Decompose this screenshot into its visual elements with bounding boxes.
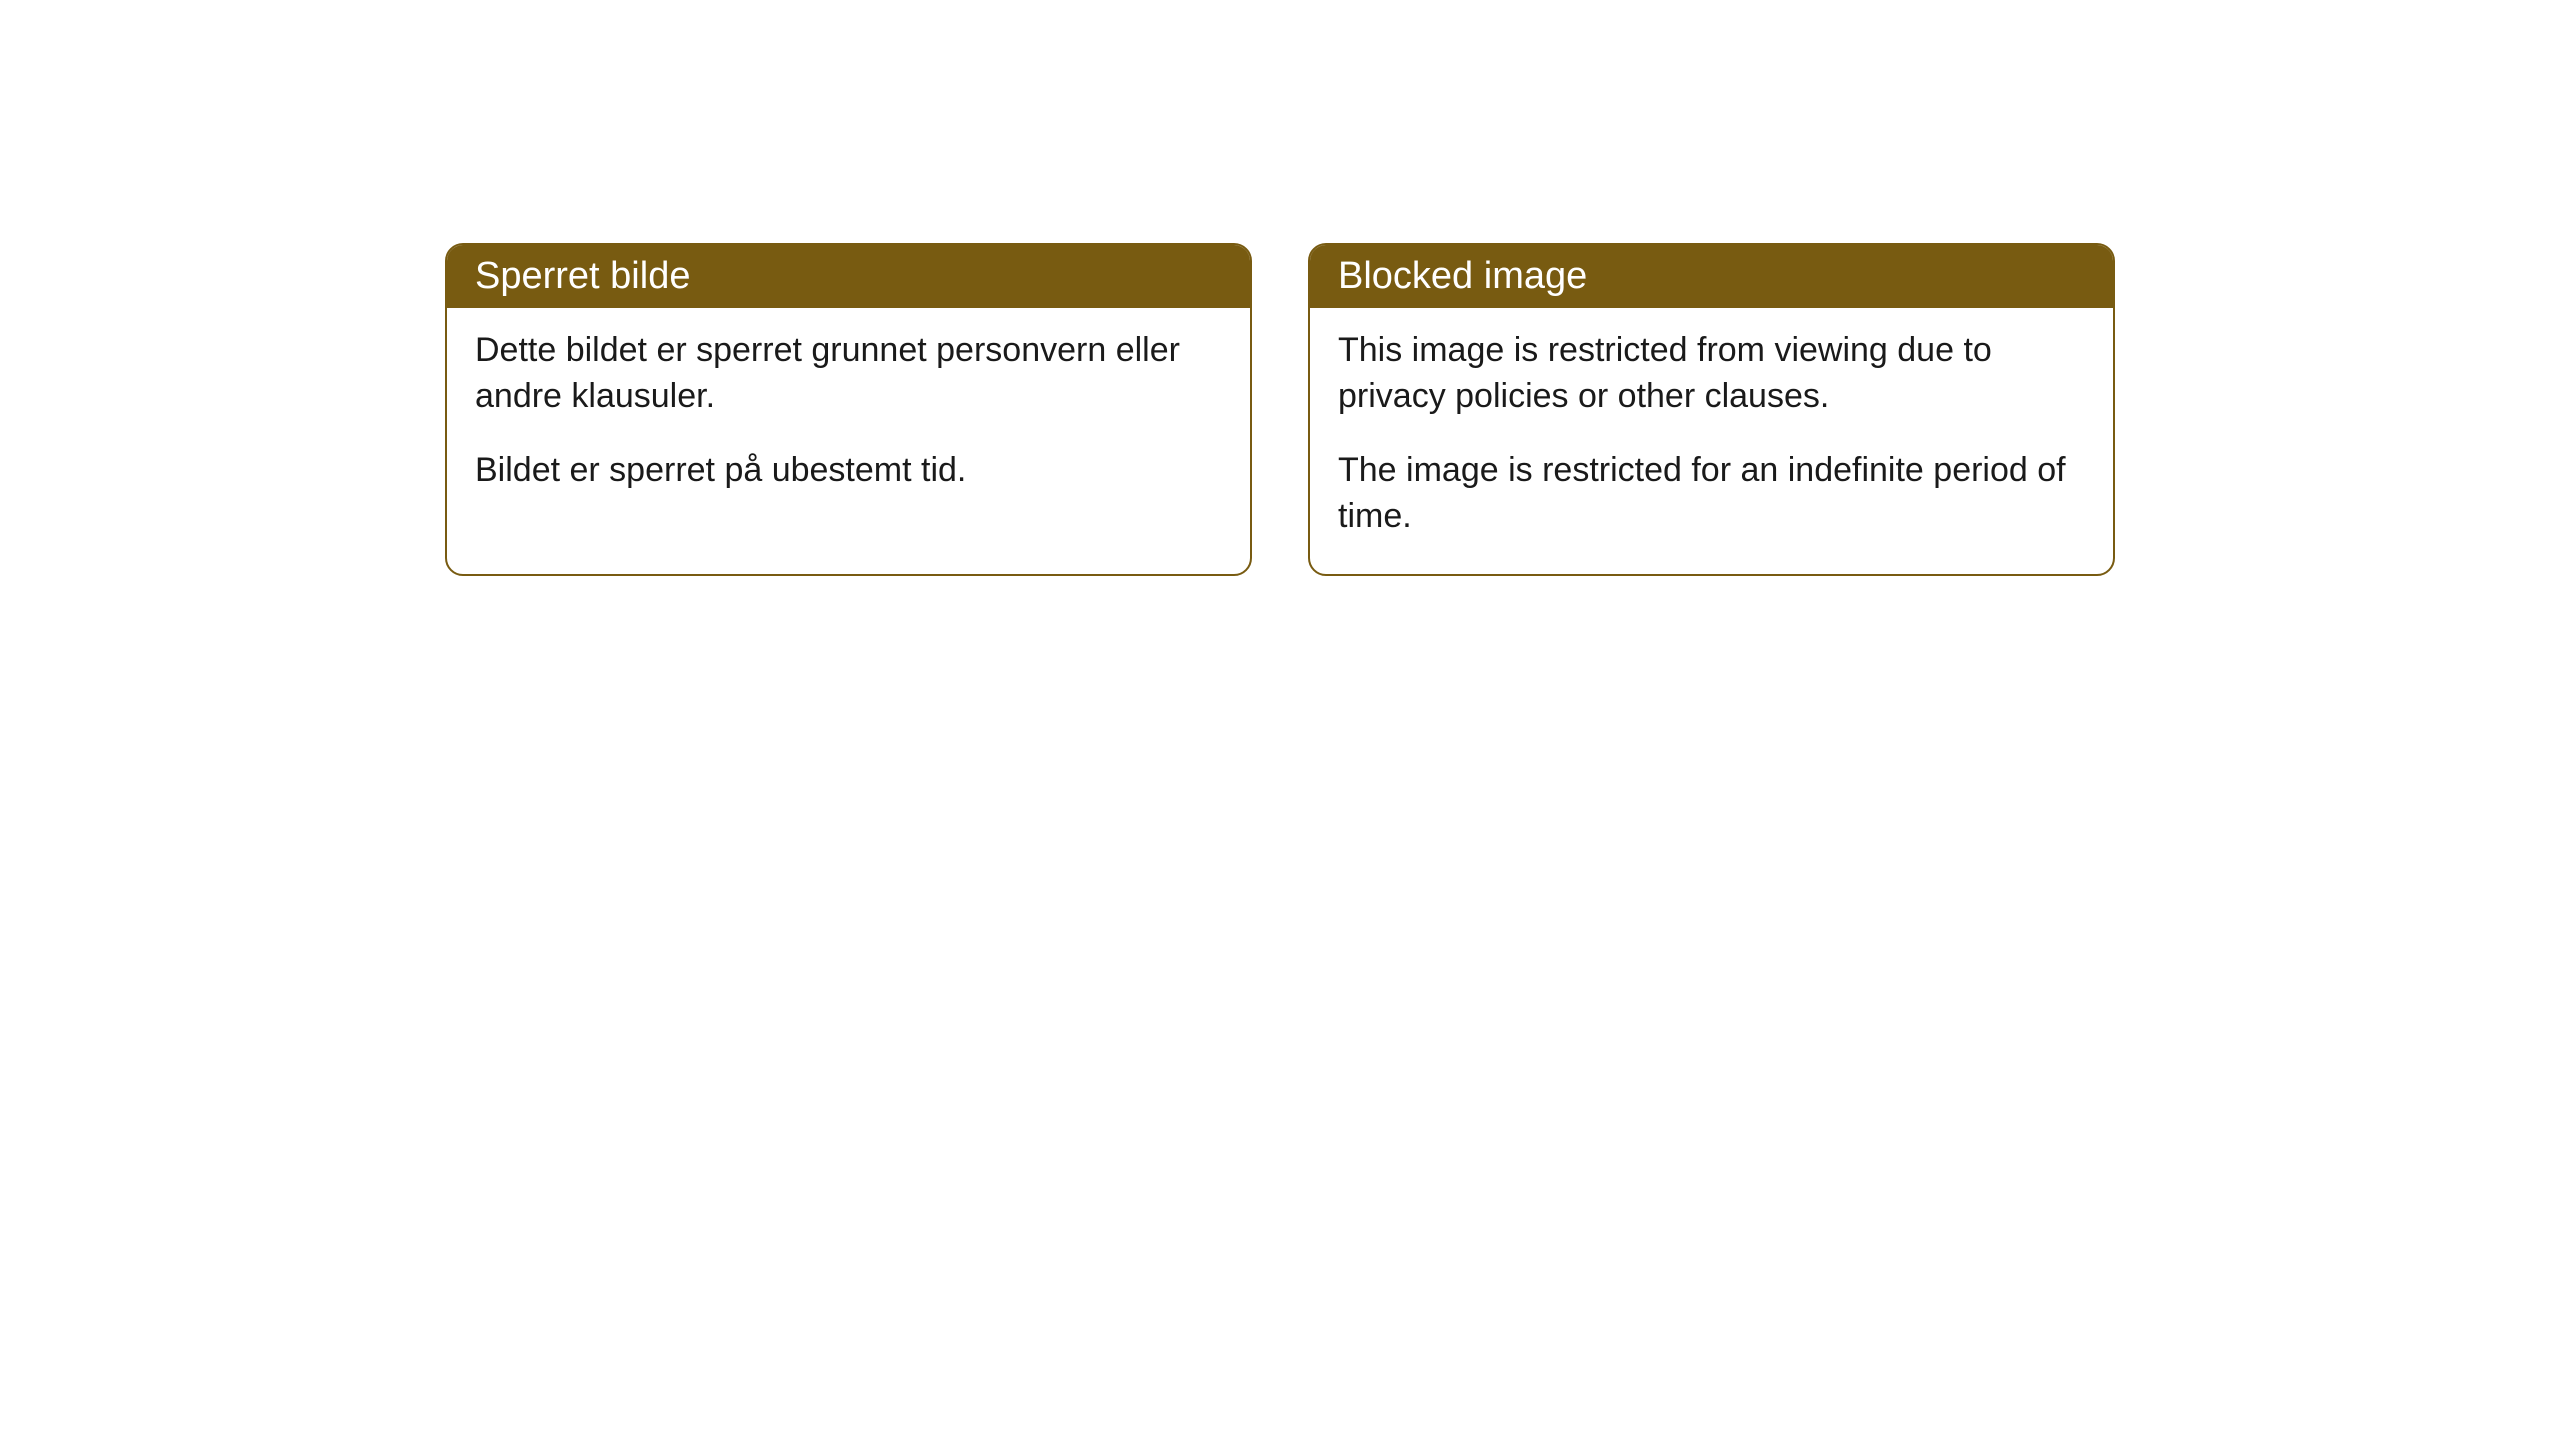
card-body-norwegian: Dette bildet er sperret grunnet personve…	[447, 308, 1250, 528]
card-title: Blocked image	[1338, 255, 1587, 297]
card-header-norwegian: Sperret bilde	[447, 245, 1250, 308]
notice-text-1: Dette bildet er sperret grunnet personve…	[475, 328, 1222, 420]
notice-cards-container: Sperret bilde Dette bildet er sperret gr…	[0, 243, 2560, 576]
card-body-english: This image is restricted from viewing du…	[1310, 308, 2113, 574]
notice-text-1: This image is restricted from viewing du…	[1338, 328, 2085, 420]
card-title: Sperret bilde	[475, 255, 690, 297]
blocked-image-notice-english: Blocked image This image is restricted f…	[1308, 243, 2115, 576]
notice-text-2: The image is restricted for an indefinit…	[1338, 448, 2085, 540]
card-header-english: Blocked image	[1310, 245, 2113, 308]
notice-text-2: Bildet er sperret på ubestemt tid.	[475, 448, 1222, 494]
blocked-image-notice-norwegian: Sperret bilde Dette bildet er sperret gr…	[445, 243, 1252, 576]
